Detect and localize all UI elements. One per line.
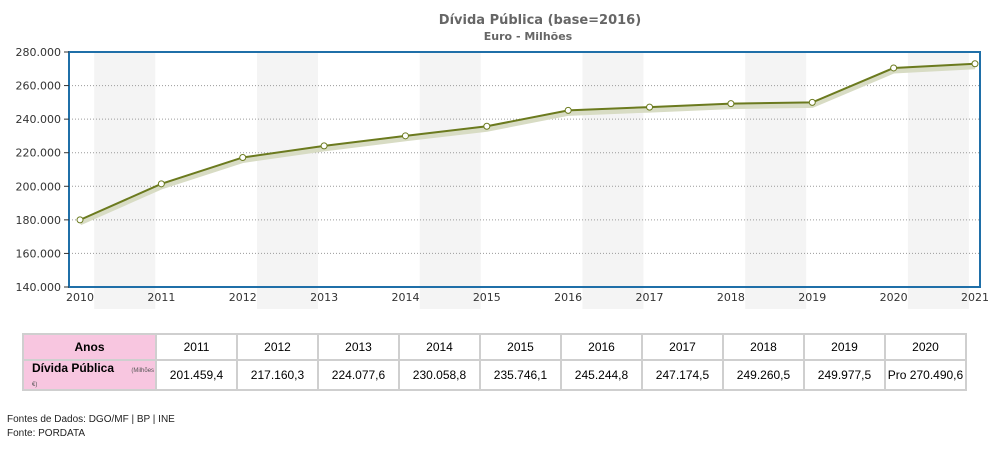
x-tick-label: 2015: [473, 291, 501, 304]
x-tick-label: 2014: [391, 291, 419, 304]
x-tick-label: 2016: [554, 291, 582, 304]
data-point: [320, 142, 328, 150]
bg-band: [256, 52, 318, 309]
table-header-year: 2018: [722, 333, 805, 361]
bg-band: [745, 52, 807, 309]
x-tick-label: 2012: [229, 291, 257, 304]
bg-band: [907, 52, 969, 309]
data-sources: Fontes de Dados: DGO/MF | BP | INE: [7, 414, 175, 425]
table-header-year: 2016: [560, 333, 643, 361]
row-label-text: Dívida Pública: [32, 361, 115, 375]
table-cell-value: 201.459,4: [155, 359, 238, 391]
table-row: Dívida Pública (Milhões €) 201.459,4 217.…: [22, 359, 967, 391]
data-point: [808, 98, 816, 106]
data-point: [76, 216, 84, 224]
data-table: Anos 2011 2012 2013 2014 2015 2016 2017 2018 201…: [22, 333, 967, 391]
table-header-row: Anos 2011 2012 2013 2014 2015 2016 2017 2018 201…: [22, 333, 967, 361]
bg-band: [419, 52, 481, 309]
x-tick-label: 2018: [717, 291, 745, 304]
x-tick-label: 2021: [961, 291, 989, 304]
x-tick-label: 2011: [147, 291, 175, 304]
y-tick-label: 140.000: [16, 281, 62, 294]
table-header-label: Anos: [22, 333, 157, 361]
data-point: [564, 106, 572, 114]
table-header-year: 2017: [641, 333, 724, 361]
unit-label: (Milhões €): [32, 368, 155, 388]
series-dividas: [76, 60, 979, 226]
x-tick-label: 2019: [798, 291, 826, 304]
x-axis-ticks: 2010 2011 2012 2013 2014 2015 2016 2017 2018 2019…: [66, 291, 989, 304]
table-header-year: 2011: [155, 333, 238, 361]
data-point: [401, 132, 409, 140]
table-cell-value: 217.160,3: [236, 359, 319, 391]
table-cell-value: 247.174,5: [641, 359, 724, 391]
x-tick-label: 2010: [66, 291, 94, 304]
chart-subtitle: Euro - Milhões: [484, 30, 573, 43]
data-point: [157, 180, 165, 188]
table-cell-value: 230.058,8: [398, 359, 481, 391]
x-tick-label: 2013: [310, 291, 338, 304]
background-bands: [94, 52, 969, 309]
table-header-year: 2012: [236, 333, 319, 361]
y-tick-label: 220.000: [16, 147, 62, 160]
y-tick-label: 180.000: [16, 214, 62, 227]
bg-band: [94, 52, 156, 309]
plot-frame: [68, 51, 981, 288]
y-tick-label: 200.000: [16, 180, 62, 193]
table-header-year: 2013: [317, 333, 400, 361]
table-header-year: 2019: [803, 333, 886, 361]
y-axis-ticks: 140.000 160.000 180.000 200.000 220.000 240.0…: [16, 46, 69, 294]
data-point: [239, 153, 247, 161]
table-row-label: Dívida Pública (Milhões €): [22, 359, 157, 391]
bg-band: [582, 52, 644, 309]
table-cell-value: 249.977,5: [803, 359, 886, 391]
table-header-year: 2014: [398, 333, 481, 361]
table-cell-value: 245.244,8: [560, 359, 643, 391]
data-point: [483, 122, 491, 130]
y-tick-label: 240.000: [16, 113, 62, 126]
series-line: [79, 62, 976, 221]
data-point: [727, 100, 735, 108]
data-point: [890, 64, 898, 72]
chart-title: Dívida Pública (base=2016): [439, 13, 641, 28]
y-tick-label: 260.000: [16, 80, 62, 93]
table-cell-value: 224.077,6: [317, 359, 400, 391]
table-cell-value: 249.260,5: [722, 359, 805, 391]
x-tick-label: 2017: [636, 291, 664, 304]
table-header-year: 2020: [884, 333, 967, 361]
table-cell-value: 235.746,1: [479, 359, 562, 391]
table-header-year: 2015: [479, 333, 562, 361]
line-chart: Dívida Pública (base=2016) Euro - Milhõe…: [16, 13, 989, 309]
y-tick-label: 160.000: [16, 247, 62, 260]
x-tick-label: 2020: [880, 291, 908, 304]
series-line-shadow: [78, 64, 976, 226]
y-tick-label: 280.000: [16, 46, 62, 59]
source-pordata: Fonte: PORDATA: [7, 428, 85, 439]
data-point: [971, 60, 979, 68]
gridlines: [69, 85, 980, 254]
data-point: [646, 103, 654, 111]
table-cell-value: Pro 270.490,6: [884, 359, 967, 391]
